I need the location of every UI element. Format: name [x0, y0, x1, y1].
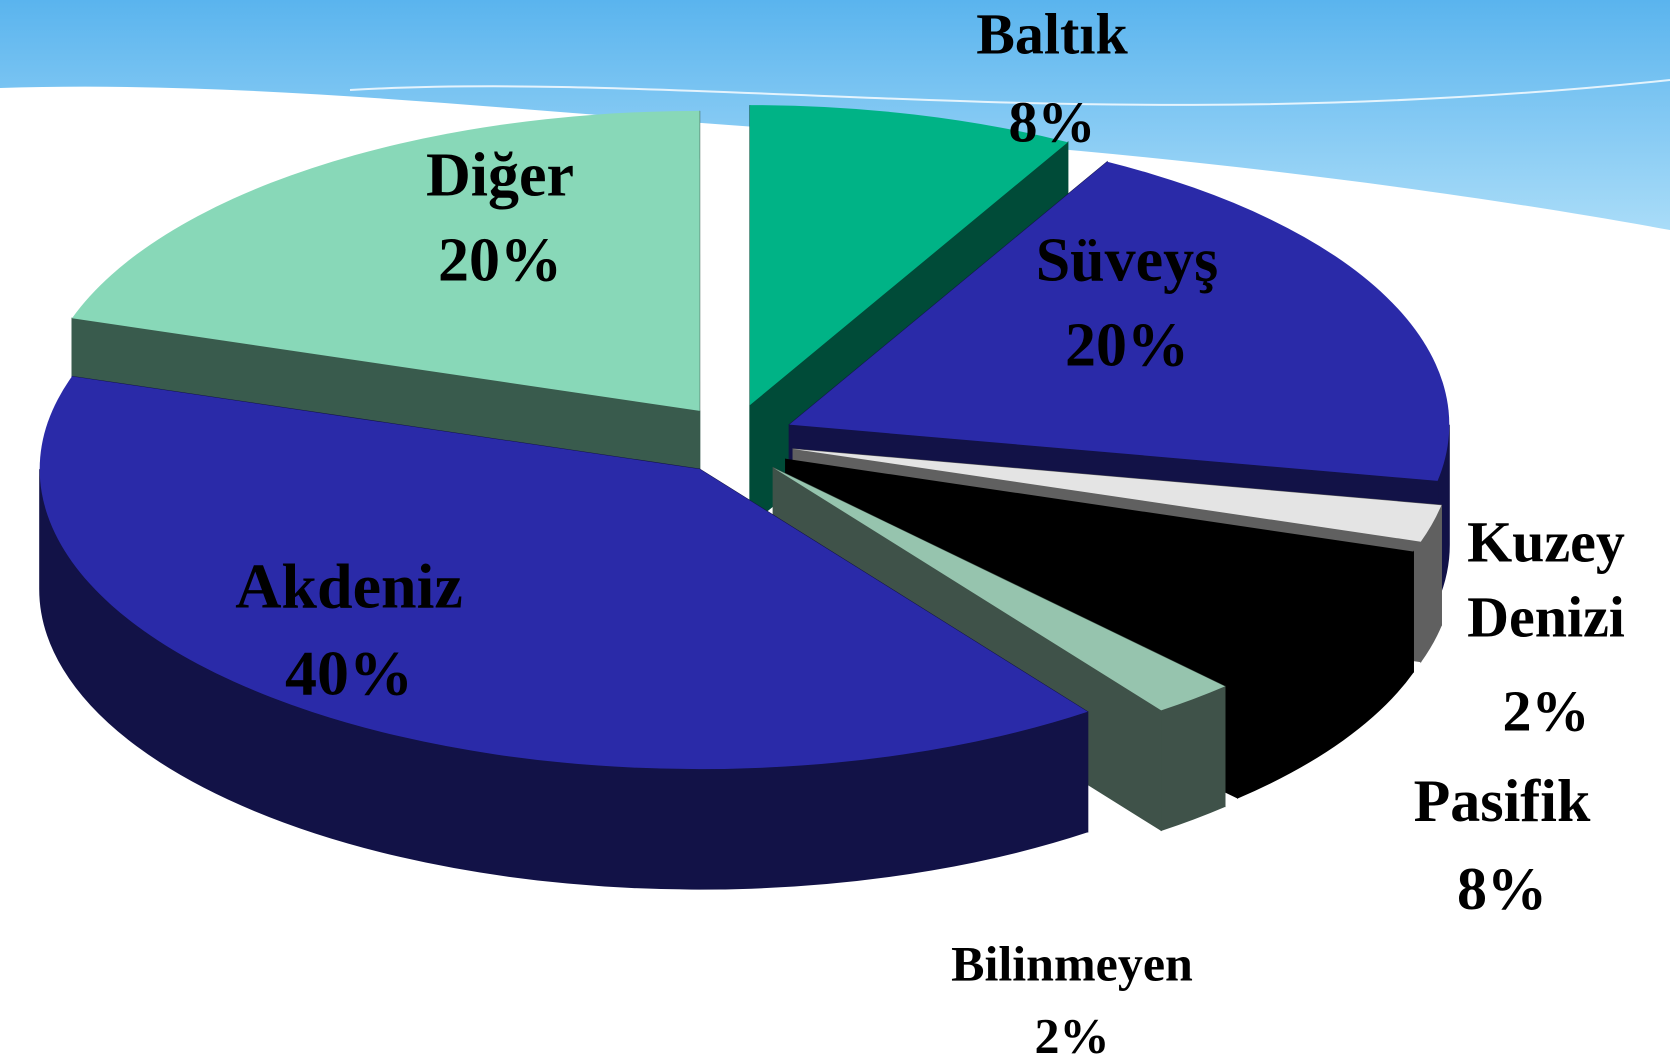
slice-value-label: 20% [438, 226, 562, 295]
slice-label: Baltık [976, 1, 1128, 67]
slice-top [749, 105, 1068, 406]
slice-value-label: 8% [1457, 856, 1547, 922]
slice-value-label: 2% [1502, 678, 1590, 744]
slice-top [785, 459, 1414, 678]
slice-top [789, 161, 1450, 481]
slice-outer-wall [1160, 685, 1226, 832]
slice-label: Süveyş [1035, 226, 1219, 295]
slice-label: Bilinmeyen [951, 935, 1193, 992]
slice-value-label: 40% [285, 637, 413, 709]
slice-label: Pasifik [1413, 768, 1591, 834]
slice-top [773, 467, 1225, 711]
slice-value-label: 8% [1008, 89, 1096, 155]
background-wave-line [349, 79, 1670, 106]
slice-top [72, 110, 700, 411]
slice-value-label: 20% [1065, 311, 1189, 380]
slice-top [793, 448, 1442, 542]
pie [39, 105, 1450, 890]
slice-label: Diğer [425, 141, 575, 210]
slice-value-label: 2% [1034, 1007, 1110, 1063]
slice-label: Kuzey Denizi [1467, 509, 1625, 650]
slice-label: Akdeniz [235, 550, 463, 622]
slice-top [39, 376, 1088, 770]
